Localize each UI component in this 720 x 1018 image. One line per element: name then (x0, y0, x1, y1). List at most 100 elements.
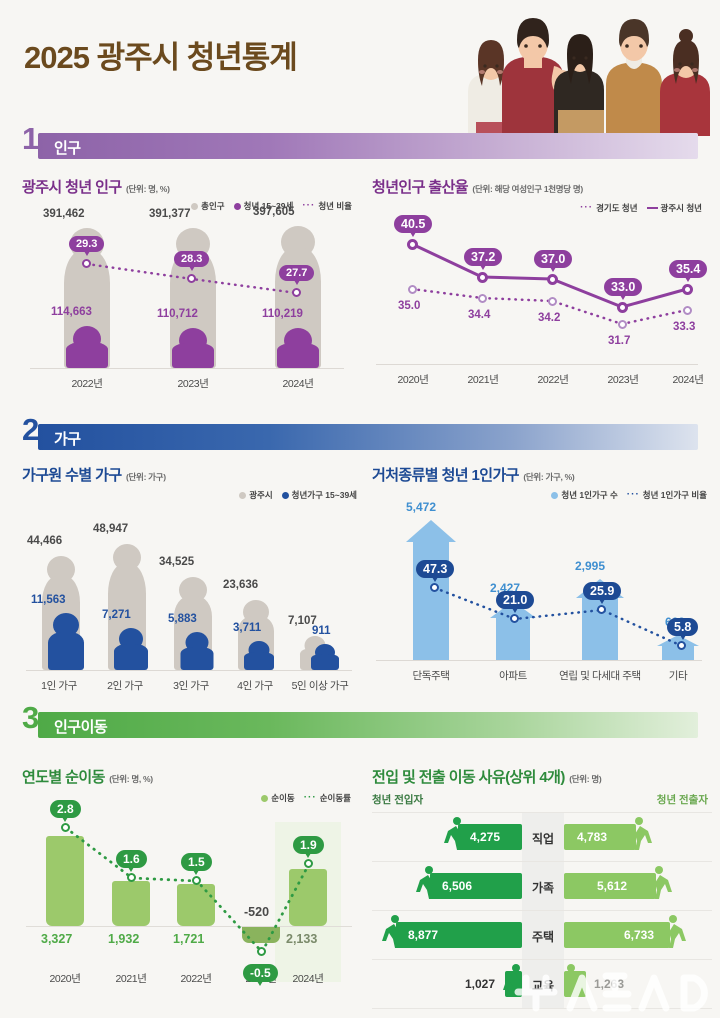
walking-person-icon (382, 915, 399, 948)
section-bar (38, 133, 698, 159)
chart-axis (376, 364, 698, 365)
gyeonggi-marker (408, 285, 417, 294)
chart-legend: 총인구 청년 15~39세 ··· 청년 비율 (191, 200, 352, 212)
outflow-bar (564, 873, 656, 899)
legend-item-youth-household: 청년가구 15~39세 (281, 489, 357, 501)
outflow-bar (564, 824, 636, 850)
youth-value-label: 11,563 (31, 594, 66, 606)
youth-value-label: 110,712 (157, 308, 198, 320)
section-label: 가구 (54, 431, 81, 448)
net-value-label: 3,327 (41, 932, 73, 946)
section-number: 3 (22, 700, 39, 735)
inflow-bar (396, 922, 522, 948)
gwangju-marker (407, 239, 418, 250)
house-bar (406, 520, 456, 660)
inflow-value: 6,506 (442, 879, 473, 893)
rate-chip: 2.8 (50, 800, 81, 822)
x-tick: 2인 가구 (107, 680, 143, 692)
ratio-marker (510, 614, 519, 623)
chart-title: 청년인구 출산율 (372, 179, 469, 196)
gyeonggi-value-label: 34.2 (538, 312, 561, 324)
youth-value-label: 7,271 (102, 609, 131, 621)
chart-legend: 순이동 ··· 순이동률 (261, 792, 351, 804)
youth-value-label: 110,219 (262, 308, 303, 320)
city-value-label: 44,466 (27, 535, 63, 547)
youth-figure (172, 328, 214, 368)
chart-unit: (단위: 가구) (126, 472, 166, 482)
gwangju-marker (477, 272, 488, 283)
chart-title: 연도별 순이동 (22, 769, 105, 786)
total-value-label: 397,605 (253, 206, 295, 218)
section-header-population: 1 인구 (22, 123, 698, 159)
ratio-chip: 47.3 (416, 560, 455, 582)
x-tick: 아파트 (499, 670, 527, 682)
page-title: 2025 광주시 청년통계 (24, 40, 298, 75)
walking-person-icon (635, 817, 652, 850)
row-divider (372, 812, 712, 813)
rate-marker (257, 947, 266, 956)
net-value-label: 1,932 (108, 932, 140, 946)
row-divider (372, 861, 712, 862)
youth-value-label: 5,883 (168, 613, 197, 625)
rate-chip: 1.9 (293, 836, 324, 858)
x-tick: 2020년 (49, 973, 81, 985)
gyeonggi-value-label: 34.4 (468, 309, 491, 321)
chart-unit: (단위: 가구, %) (523, 472, 575, 482)
x-tick: 2021년 (115, 973, 147, 985)
chart-unit: (단위: 명, %) (109, 774, 153, 784)
gwangju-marker (547, 274, 558, 285)
chart-title: 가구원 수별 가구 (22, 467, 122, 484)
youth-group-illustration (450, 8, 720, 136)
gyeonggi-marker (683, 306, 692, 315)
legend-item-total: 총인구 (191, 200, 225, 212)
ratio-chip: 25.9 (583, 582, 622, 604)
chart-legend: ··· 경기도 청년 광주시 청년 (580, 202, 702, 214)
ratio-marker (82, 259, 91, 268)
row-divider (372, 959, 712, 960)
x-tick: 1인 가구 (41, 680, 77, 692)
legend-item-rate: ··· 순이동률 (303, 792, 351, 804)
walking-person-icon (669, 915, 686, 948)
chart-unit: (단위: 명) (569, 774, 602, 784)
rate-marker (127, 873, 136, 882)
ratio-marker (677, 641, 686, 650)
ratio-marker (430, 583, 439, 592)
bar-2022 (177, 884, 215, 926)
rate-chip: 1.5 (181, 853, 212, 875)
chart-legend: 청년 1인가구 수 ··· 청년 1인가구 비율 (551, 489, 707, 501)
rate-marker (192, 876, 201, 885)
city-value-label: 34,525 (159, 556, 195, 568)
section-header-household: 2 가구 (22, 414, 698, 450)
section-header-migration: 3 인구이동 (22, 702, 698, 738)
legend-item-count: 청년 1인가구 수 (551, 489, 618, 501)
city-value-label: 7,107 (288, 615, 317, 627)
chart-single-household-housing: 거처종류별 청년 1인가구 (단위: 가구, %) 청년 1인가구 수 ··· 청… (372, 464, 707, 694)
section-bar (38, 424, 698, 450)
chart-axis (376, 660, 702, 661)
bar-2024 (289, 869, 327, 926)
section-label: 인구 (54, 140, 81, 157)
city-value-label: 48,947 (93, 523, 129, 535)
rate-chip: -0.5 (243, 964, 278, 986)
inflow-value: 4,275 (470, 830, 501, 844)
outflow-value: 5,612 (597, 879, 628, 893)
birth-rate-lines (410, 242, 689, 326)
legend-item-gwangju: 광주시 청년 (646, 202, 702, 214)
youth-household-figure (48, 613, 84, 670)
x-tick: 2022년 (71, 378, 103, 390)
gwangju-marker (617, 302, 628, 313)
gyeonggi-value-label: 35.0 (398, 300, 421, 312)
bar-2020 (46, 836, 84, 926)
inflow-value: 1,027 (465, 977, 496, 991)
ratio-chip: 5.8 (667, 618, 699, 640)
youth-value-label: 114,663 (51, 306, 92, 318)
chart-title: 거처종류별 청년 1인가구 (372, 467, 519, 484)
section-number: 1 (22, 121, 39, 156)
gyeonggi-marker (548, 297, 557, 306)
gyeonggi-marker (478, 294, 487, 303)
youth-value-label: 911 (312, 625, 331, 637)
count-value-label: 2,995 (575, 559, 606, 573)
section-number: 2 (22, 412, 39, 447)
count-value-label: 5,472 (406, 500, 437, 514)
legend-item-ratio: ··· 청년 1인가구 비율 (626, 489, 707, 501)
